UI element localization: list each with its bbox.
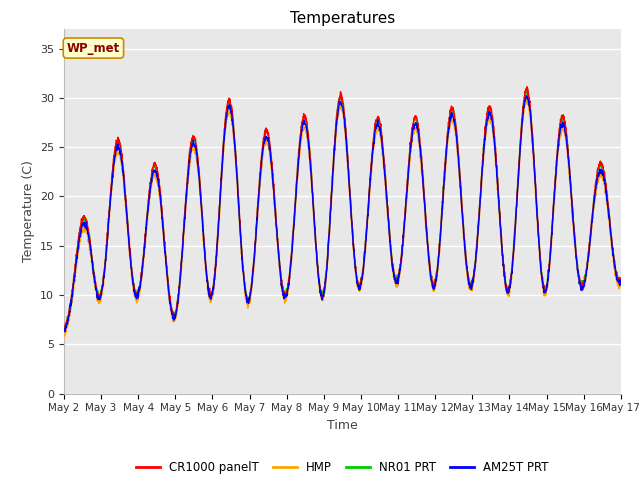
Title: Temperatures: Temperatures: [290, 11, 395, 26]
X-axis label: Time: Time: [327, 419, 358, 432]
Y-axis label: Temperature (C): Temperature (C): [22, 160, 35, 262]
Legend: CR1000 panelT, HMP, NR01 PRT, AM25T PRT: CR1000 panelT, HMP, NR01 PRT, AM25T PRT: [131, 456, 554, 479]
Text: WP_met: WP_met: [67, 42, 120, 55]
